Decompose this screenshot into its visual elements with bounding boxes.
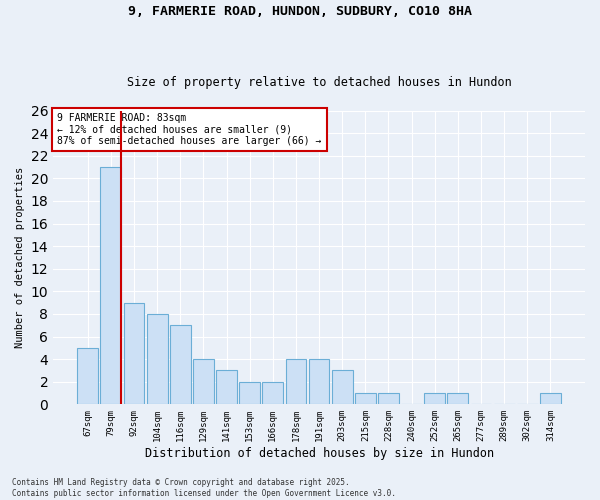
Bar [77,348,98,405]
Bar [448,393,468,404]
Y-axis label: Number of detached properties: Number of detached properties [15,167,25,348]
Title: Size of property relative to detached houses in Hundon: Size of property relative to detached ho… [127,76,511,88]
Bar [378,393,399,404]
Text: Contains HM Land Registry data © Crown copyright and database right 2025.
Contai: Contains HM Land Registry data © Crown c… [12,478,396,498]
Bar [100,167,121,404]
Bar [193,359,214,405]
Text: 9, FARMERIE ROAD, HUNDON, SUDBURY, CO10 8HA: 9, FARMERIE ROAD, HUNDON, SUDBURY, CO10 … [128,5,472,18]
Text: 9 FARMERIE ROAD: 83sqm
← 12% of detached houses are smaller (9)
87% of semi-deta: 9 FARMERIE ROAD: 83sqm ← 12% of detached… [58,114,322,146]
Bar [124,302,145,404]
Bar [239,382,260,404]
Bar [540,393,561,404]
X-axis label: Distribution of detached houses by size in Hundon: Distribution of detached houses by size … [145,447,494,460]
Bar [262,382,283,404]
Bar [170,325,191,404]
Bar [424,393,445,404]
Bar [355,393,376,404]
Bar [308,359,329,405]
Bar [147,314,167,404]
Bar [332,370,353,404]
Bar [286,359,307,405]
Bar [216,370,237,404]
